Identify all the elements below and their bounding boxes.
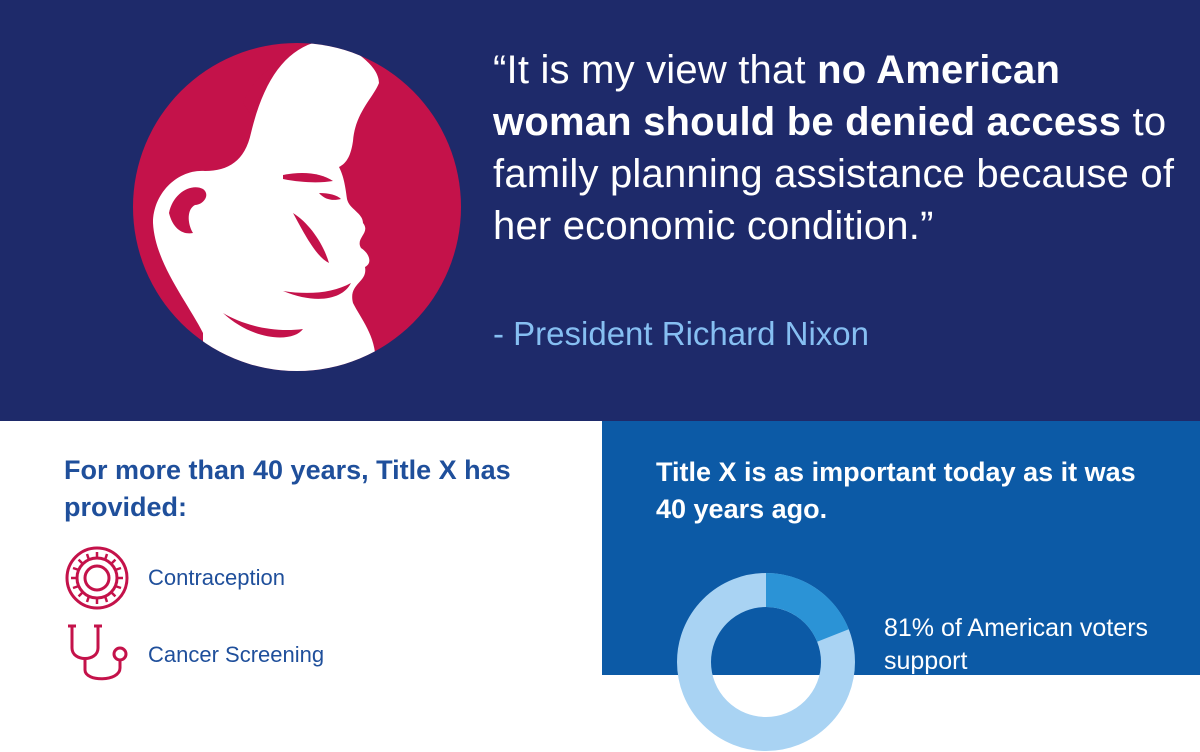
donut-accent-segment	[765, 573, 849, 643]
stethoscope-icon	[64, 622, 130, 688]
quote-part-2: to family planning assistance because of…	[493, 100, 1175, 248]
importance-heading: Title X is as important today as it was …	[656, 457, 1136, 524]
quote-emphasis: no American woman should be denied acces…	[493, 48, 1122, 144]
support-stat-text: 81% of American voters support	[884, 614, 1149, 675]
quote-attribution: - President Richard Nixon	[493, 315, 869, 352]
service-label-cancer-screening: Cancer Screening	[148, 642, 325, 667]
quote-close-mark: ”	[920, 204, 934, 248]
quote-open-mark: “	[493, 48, 507, 92]
support-donut-chart	[677, 573, 855, 751]
quote-part-1: It is my view that	[506, 48, 818, 92]
services-heading: For more than 40 years, Title X has prov…	[64, 455, 511, 522]
service-item-contraception: Contraception	[64, 545, 285, 611]
contraception-icon	[64, 545, 130, 611]
service-label-contraception: Contraception	[148, 565, 285, 590]
service-item-cancer-screening: Cancer Screening	[64, 622, 324, 688]
quote-text: “It is my view that no American woman sh…	[493, 44, 1183, 252]
nixon-portrait	[133, 43, 461, 371]
quote-banner: “It is my view that no American woman sh…	[0, 0, 1200, 421]
